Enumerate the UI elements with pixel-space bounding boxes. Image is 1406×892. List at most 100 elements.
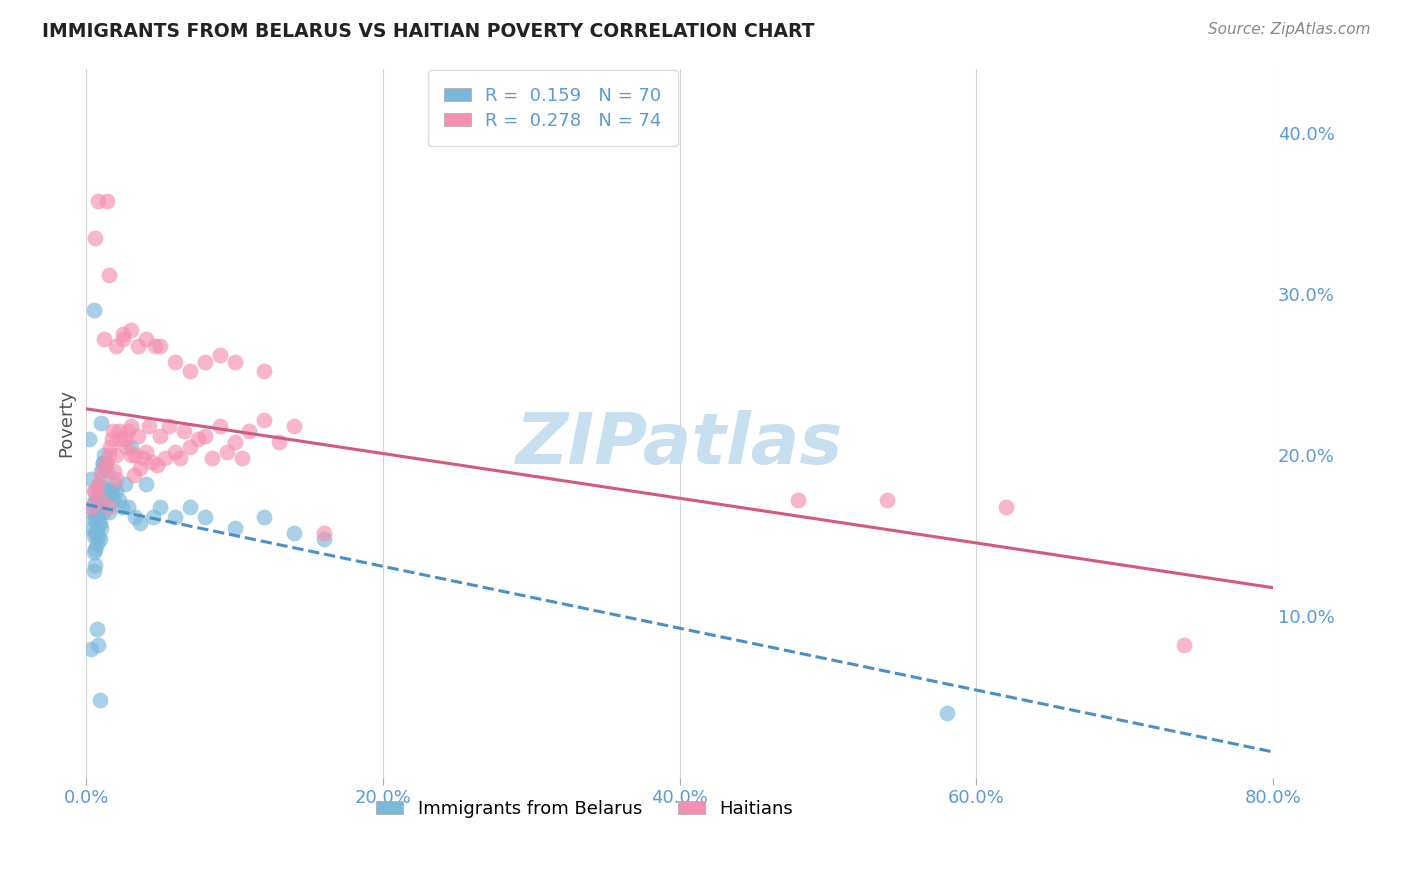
Point (91, 456, 114, 470)
Point (149, 429, 172, 443)
Point (86, 489, 108, 503)
Point (187, 432, 209, 446)
Point (82, 505, 104, 519)
Point (135, 332, 157, 346)
Point (84, 493, 107, 508)
Point (201, 451, 224, 466)
Point (194, 509, 217, 524)
Point (173, 424, 195, 438)
Point (179, 364, 201, 378)
Point (97, 448, 120, 462)
Point (89, 500, 111, 514)
Legend: Immigrants from Belarus, Haitians: Immigrants from Belarus, Haitians (368, 793, 800, 825)
Text: Source: ZipAtlas.com: Source: ZipAtlas.com (1208, 22, 1371, 37)
Point (98, 440, 121, 454)
Point (157, 419, 180, 434)
Point (90, 521, 112, 535)
Point (84, 525, 107, 540)
Point (87, 529, 110, 543)
Point (120, 322, 142, 336)
Point (93, 489, 115, 503)
Point (104, 339, 127, 353)
Point (128, 516, 150, 530)
Point (91, 481, 114, 495)
Point (169, 451, 191, 466)
Point (80, 641, 103, 656)
Point (124, 448, 146, 462)
Point (142, 509, 165, 524)
Point (114, 432, 136, 446)
Point (935, 706, 957, 720)
Point (146, 458, 169, 472)
Point (128, 461, 150, 475)
Point (114, 477, 136, 491)
Point (127, 339, 149, 353)
Point (179, 500, 201, 514)
Point (84, 558, 107, 572)
Point (283, 419, 305, 434)
Point (117, 424, 139, 438)
Point (87, 497, 110, 511)
Point (224, 435, 246, 450)
Point (312, 525, 335, 540)
Point (104, 483, 127, 498)
Point (87, 639, 110, 653)
Point (120, 440, 142, 454)
Point (96, 464, 118, 478)
Point (111, 500, 134, 514)
Point (217, 445, 239, 459)
Point (103, 464, 125, 478)
Point (101, 493, 124, 508)
Point (94, 489, 117, 503)
Point (112, 327, 135, 342)
Point (112, 332, 135, 346)
Point (91, 505, 114, 519)
Point (103, 477, 125, 491)
Point (83, 303, 105, 318)
Point (82, 500, 104, 514)
Point (208, 348, 231, 362)
Point (93, 461, 115, 475)
Point (83, 564, 105, 578)
Point (83, 529, 105, 543)
Text: IMMIGRANTS FROM BELARUS VS HAITIAN POVERTY CORRELATION CHART: IMMIGRANTS FROM BELARUS VS HAITIAN POVER… (42, 22, 814, 41)
Point (77, 432, 100, 446)
Point (104, 448, 127, 462)
Point (104, 472, 127, 486)
Point (80, 472, 103, 486)
Point (84, 509, 107, 524)
Point (84, 231, 107, 245)
Point (87, 477, 110, 491)
Point (253, 413, 276, 427)
Text: ZIPatlas: ZIPatlas (516, 409, 844, 479)
Point (165, 445, 187, 459)
Point (1173, 639, 1195, 653)
Point (94, 456, 117, 470)
Point (108, 424, 131, 438)
Point (131, 451, 153, 466)
Point (97, 500, 120, 514)
Point (110, 432, 132, 446)
Point (135, 477, 157, 491)
Point (87, 194, 110, 208)
Point (100, 483, 122, 498)
Point (224, 355, 246, 369)
Point (93, 448, 115, 462)
Point (90, 467, 112, 482)
Point (108, 493, 131, 508)
Point (89, 532, 111, 546)
Point (876, 493, 898, 508)
Point (97, 268, 120, 282)
Point (124, 509, 146, 524)
Point (149, 339, 172, 353)
Point (149, 500, 172, 514)
Point (86, 623, 108, 637)
Point (87, 513, 110, 527)
Point (238, 424, 260, 438)
Point (135, 445, 157, 459)
Point (141, 455, 163, 469)
Point (94, 456, 117, 470)
Point (96, 194, 118, 208)
Point (224, 521, 246, 535)
Point (153, 451, 176, 466)
